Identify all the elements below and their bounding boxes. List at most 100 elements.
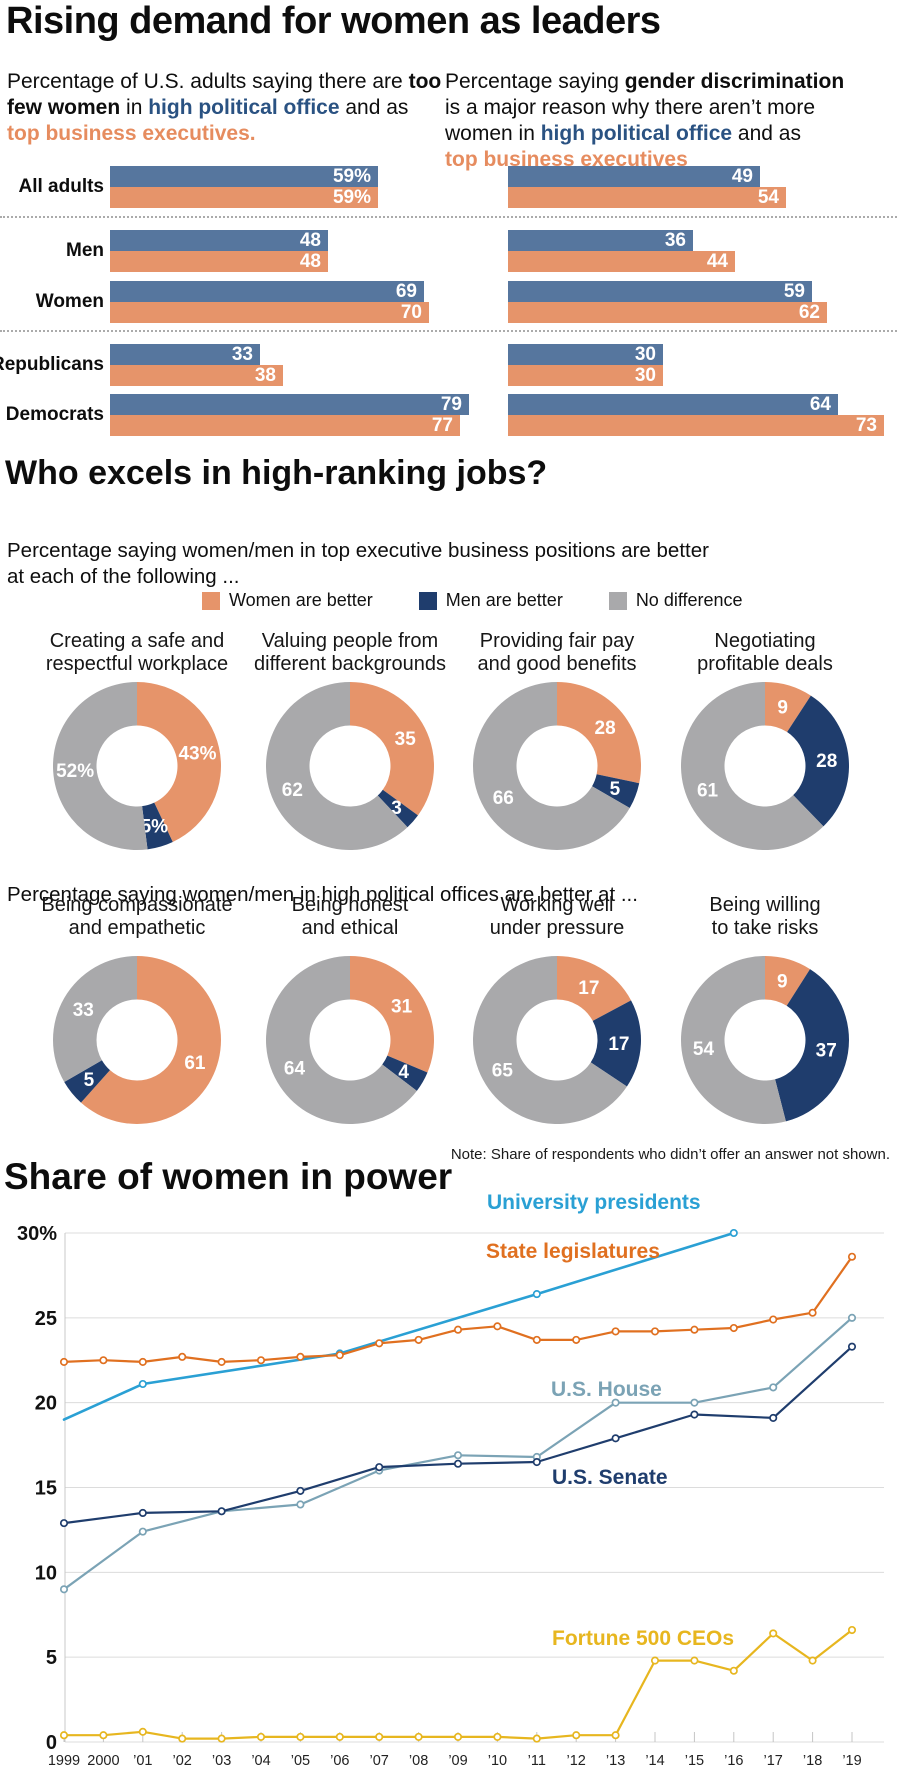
section1-title: Rising demand for women as leaders (6, 0, 661, 42)
x-tick-label: ’06 (330, 1753, 349, 1769)
donut-value-label: 61 (184, 1053, 206, 1074)
data-point-marker (59, 1519, 69, 1528)
data-point-marker (59, 1731, 69, 1740)
x-tick-label: 2000 (87, 1753, 119, 1769)
bar-right-business: 44 (508, 251, 735, 272)
data-point-marker (138, 1357, 147, 1366)
donut-value-label: 62 (282, 780, 303, 801)
donut-value-label: 4 (398, 1062, 409, 1083)
donut-slice (681, 956, 786, 1124)
bar-value-label: 79 (440, 394, 462, 415)
x-tick-label: ’18 (803, 1753, 822, 1769)
data-point-marker (690, 1410, 699, 1419)
data-point-marker (847, 1252, 857, 1261)
data-point-marker (217, 1507, 226, 1516)
x-tick-label: ’03 (212, 1753, 231, 1769)
data-point-marker (453, 1459, 463, 1468)
data-point-marker (99, 1356, 108, 1365)
data-point-marker (138, 1527, 147, 1536)
donut-slice (592, 774, 640, 808)
series-label: U.S. House (551, 1378, 662, 1401)
y-tick-label: 10 (35, 1562, 57, 1584)
donut-slice (472, 956, 627, 1124)
data-point-marker (296, 1486, 305, 1495)
y-tick-label: 30% (17, 1223, 57, 1245)
bar-right-business: 30 (508, 365, 663, 386)
data-point-marker (690, 1398, 699, 1407)
data-point-marker (532, 1335, 541, 1344)
donut-value-label: 17 (578, 978, 599, 999)
donut-slice (557, 956, 632, 1021)
donut-title: Being willing to take risks (709, 894, 821, 939)
series-line (62, 1255, 854, 1363)
subtitle-segment: too few women (7, 70, 442, 119)
bar-left-business: 38 (110, 365, 283, 386)
series-label: Fortune 500 CEOs (552, 1627, 734, 1650)
x-tick-label: ’02 (173, 1753, 192, 1769)
donut-chart: 43% 5% 52% (52, 682, 221, 850)
donut-title: Being compassionate and empathetic (41, 894, 233, 939)
data-point-marker (178, 1734, 187, 1743)
data-point-marker (453, 1451, 463, 1460)
data-point-marker (847, 1625, 857, 1635)
x-tick-label: ’15 (685, 1753, 704, 1769)
data-point-marker (847, 1342, 857, 1351)
donut-value-label: 17 (608, 1034, 629, 1055)
data-point-marker (335, 1732, 344, 1741)
data-point-marker (59, 1357, 69, 1366)
x-tick-label: ’09 (448, 1753, 467, 1769)
bar-row-label: Women (35, 291, 104, 312)
data-point-marker (256, 1732, 266, 1741)
data-point-marker (256, 1356, 266, 1365)
donut-chart: 9 28 61 (681, 682, 849, 850)
data-point-marker (611, 1398, 620, 1407)
bar-value-label: 33 (231, 344, 253, 365)
bar-left-political: 79 (110, 394, 469, 415)
data-point-marker (572, 1335, 581, 1344)
y-tick-label: 5 (46, 1647, 57, 1669)
bar-left-political: 59% (110, 166, 378, 187)
subtitle-segment: top business executives (445, 148, 688, 171)
bar-left-political: 69 (110, 281, 424, 302)
subtitle-segment: gender discrimination (624, 70, 845, 93)
dotted-divider (0, 330, 897, 332)
donut-value-label: 28 (595, 718, 616, 739)
donut-title: Valuing people from different background… (254, 630, 446, 675)
data-point-marker (217, 1734, 226, 1743)
data-point-marker (453, 1732, 463, 1741)
data-point-marker (217, 1357, 226, 1366)
section2-title: Who excels in high-ranking jobs? (5, 454, 548, 492)
data-point-marker (847, 1313, 857, 1322)
legend-item: Men are better (418, 590, 563, 611)
x-tick-label: ’14 (645, 1753, 664, 1769)
y-tick-label: 0 (46, 1732, 57, 1754)
series-label: U.S. Senate (552, 1466, 668, 1489)
donut-chart: 9 37 54 (681, 956, 849, 1124)
data-point-marker (138, 1379, 147, 1389)
donut-title: Negotiating profitable deals (697, 630, 833, 675)
donut-value-label: 33 (73, 1000, 94, 1021)
bar-value-label: 48 (299, 251, 321, 272)
section2-subtitle: Percentage saying women/men in top execu… (7, 538, 709, 588)
bar-left-political: 48 (110, 230, 328, 251)
donut-value-label: 5 (610, 779, 621, 800)
donut-slice (137, 682, 221, 843)
donut-value-label: 52% (56, 761, 94, 782)
donut-slice (557, 682, 641, 784)
donut-chart: 35 3 62 (266, 682, 434, 850)
donut-value-label: 9 (777, 971, 788, 992)
x-tick-label: ’01 (133, 1753, 152, 1769)
series-line (62, 1345, 854, 1525)
data-point-marker (611, 1327, 620, 1336)
subtitle-segment: top business executives. (7, 122, 256, 145)
donut-slice (64, 1060, 110, 1103)
donut-value-label: 35 (395, 729, 417, 750)
data-point-marker (769, 1413, 778, 1422)
donut-slice (765, 682, 811, 733)
bar-right-political: 36 (508, 230, 693, 251)
bar-right-political: 64 (508, 394, 838, 415)
bar-row-label: All adults (18, 176, 104, 197)
x-tick-label: ’17 (764, 1753, 783, 1769)
section1-left-subtitle: Percentage of U.S. adults saying there a… (7, 69, 477, 147)
subtitle-segment: is a major reason why there aren’t more … (445, 96, 815, 145)
